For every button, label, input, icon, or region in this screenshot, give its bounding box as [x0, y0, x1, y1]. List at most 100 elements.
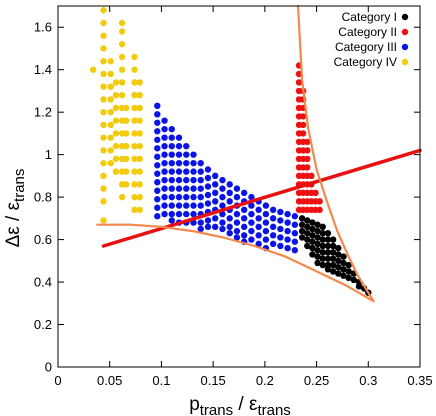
point-category-3 — [154, 213, 161, 220]
point-category-3 — [219, 185, 226, 192]
point-category-3 — [183, 176, 190, 184]
point-category-1 — [319, 255, 326, 262]
point-category-1 — [304, 242, 311, 250]
point-category-2 — [299, 113, 307, 120]
x-tick-label: 0.1 — [152, 373, 170, 388]
point-category-3 — [175, 185, 183, 192]
point-category-3 — [197, 202, 204, 209]
point-category-4 — [131, 206, 138, 214]
point-category-4 — [100, 96, 107, 103]
point-category-3 — [262, 202, 270, 209]
point-category-1 — [329, 249, 337, 256]
point-category-3 — [291, 238, 299, 245]
point-category-4 — [123, 104, 130, 112]
fit-line — [101, 148, 422, 248]
point-category-3 — [168, 168, 175, 175]
x-axis-label: ptrans / εtrans — [189, 394, 291, 416]
point-category-3 — [212, 189, 219, 197]
point-category-3 — [233, 219, 241, 226]
point-category-1 — [329, 261, 337, 269]
point-category-3 — [175, 134, 183, 141]
point-category-4 — [118, 66, 126, 73]
point-category-3 — [168, 176, 175, 184]
point-category-3 — [284, 219, 291, 226]
point-category-4 — [100, 7, 107, 14]
point-category-4 — [118, 79, 126, 86]
x-tick-label: 0.2 — [256, 373, 274, 388]
point-category-4 — [100, 185, 107, 192]
point-category-3 — [204, 191, 212, 199]
point-category-3 — [204, 183, 212, 190]
point-category-4 — [100, 45, 107, 52]
point-category-3 — [212, 172, 219, 180]
point-category-4 — [131, 66, 138, 73]
point-category-3 — [161, 202, 168, 209]
point-category-1 — [298, 234, 306, 241]
point-category-1 — [340, 266, 347, 273]
x-tick-label: 0.15 — [200, 373, 225, 388]
point-category-3 — [183, 202, 190, 209]
point-category-3 — [248, 227, 255, 235]
point-category-3 — [248, 219, 255, 226]
point-category-3 — [154, 145, 161, 152]
point-category-3 — [204, 223, 212, 231]
point-category-3 — [269, 223, 277, 231]
point-category-3 — [154, 187, 161, 194]
point-category-3 — [277, 208, 284, 216]
point-category-3 — [226, 181, 233, 188]
point-category-3 — [248, 193, 255, 201]
point-category-4 — [123, 130, 130, 137]
point-category-1 — [329, 268, 337, 275]
point-category-3 — [183, 142, 190, 150]
point-category-3 — [219, 202, 226, 209]
point-category-4 — [112, 130, 120, 137]
point-category-3 — [161, 125, 168, 133]
point-category-1 — [304, 223, 311, 231]
point-category-1 — [298, 221, 306, 228]
point-category-3 — [226, 189, 233, 197]
point-category-1 — [319, 242, 326, 250]
point-category-4 — [107, 70, 114, 78]
point-category-4 — [107, 58, 114, 65]
point-category-4 — [100, 134, 107, 141]
point-category-1 — [314, 234, 321, 241]
point-category-3 — [168, 159, 175, 167]
point-category-1 — [324, 242, 332, 250]
legend-label: Category II — [338, 25, 397, 39]
point-category-3 — [168, 217, 175, 224]
point-category-3 — [183, 159, 190, 167]
point-category-1 — [304, 230, 311, 237]
point-category-4 — [107, 108, 114, 116]
plot-frame — [57, 5, 421, 368]
point-category-3 — [204, 217, 212, 224]
point-category-3 — [175, 142, 183, 150]
legend-marker — [401, 43, 409, 51]
point-category-3 — [291, 247, 299, 254]
legend-label: Category IV — [334, 55, 397, 69]
point-category-1 — [335, 263, 342, 271]
point-category-2 — [308, 172, 315, 180]
point-category-3 — [190, 202, 197, 209]
y-tick-label: 0.2 — [34, 317, 52, 332]
point-category-1 — [335, 251, 342, 258]
point-category-4 — [123, 181, 130, 188]
point-category-3 — [161, 151, 168, 158]
point-category-4 — [118, 91, 126, 99]
point-category-3 — [248, 210, 255, 218]
point-category-4 — [100, 58, 107, 65]
point-category-3 — [168, 193, 175, 201]
point-category-4 — [107, 96, 114, 103]
point-category-3 — [183, 151, 190, 158]
point-category-4 — [100, 217, 107, 224]
point-category-1 — [345, 268, 352, 275]
point-category-4 — [136, 168, 143, 175]
point-category-3 — [168, 134, 175, 141]
point-category-3 — [161, 176, 168, 184]
point-category-3 — [161, 193, 168, 201]
legend-label: Category I — [342, 10, 397, 24]
point-category-2 — [304, 155, 311, 163]
point-category-1 — [319, 261, 326, 269]
point-category-1 — [314, 240, 321, 248]
point-category-4 — [136, 155, 143, 163]
